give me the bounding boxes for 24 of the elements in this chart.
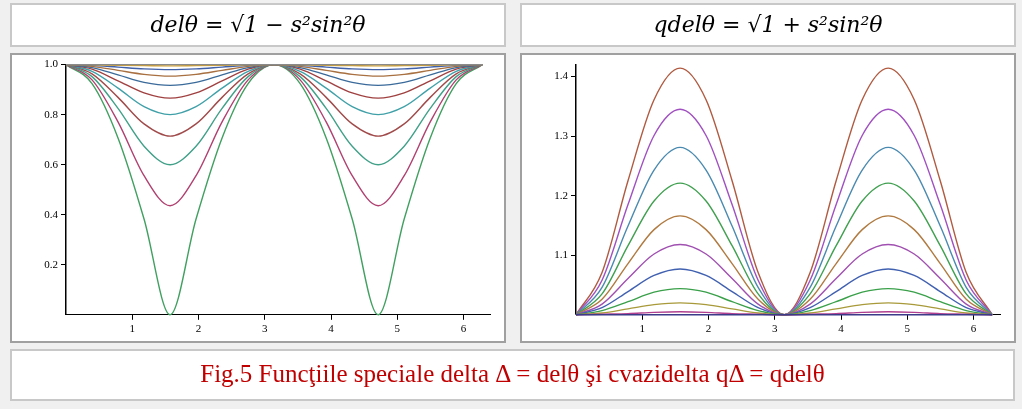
- y-tick-label: 1.3: [554, 128, 569, 141]
- x-tick-label: 5: [394, 322, 401, 335]
- x-tick-label: 1: [639, 322, 645, 335]
- y-tick-label: 0.8: [44, 107, 59, 120]
- x-tick-label: 1: [129, 322, 135, 335]
- chart-title: delθ = √1 − s²sin²θ: [10, 3, 506, 47]
- x-tick-label: 4: [838, 322, 845, 335]
- x-tick-label: 6: [460, 322, 467, 335]
- x-tick-label: 2: [195, 322, 202, 335]
- y-tick-label: 1.4: [554, 69, 569, 82]
- y-tick-label: 1.1: [554, 248, 568, 261]
- y-tick-label: 0.6: [44, 157, 59, 170]
- y-tick-label: 1.0: [44, 57, 59, 70]
- y-tick-label: 0.2: [44, 257, 58, 270]
- x-tick-label: 2: [705, 322, 712, 335]
- x-tick-label: 3: [262, 322, 268, 335]
- x-tick-label: 6: [970, 322, 977, 335]
- chart-title: qdelθ = √1 + s²sin²θ: [520, 3, 1016, 47]
- x-tick-label: 4: [328, 322, 335, 335]
- y-tick-label: 1.2: [554, 188, 568, 201]
- caption: Fig.5 Funcţiile speciale delta Δ = delθ şi cvazidelta qΔ = qdelθ: [10, 349, 1015, 401]
- x-tick-label: 5: [904, 322, 911, 335]
- y-tick-label: 0.4: [44, 207, 59, 220]
- x-tick-label: 3: [772, 322, 778, 335]
